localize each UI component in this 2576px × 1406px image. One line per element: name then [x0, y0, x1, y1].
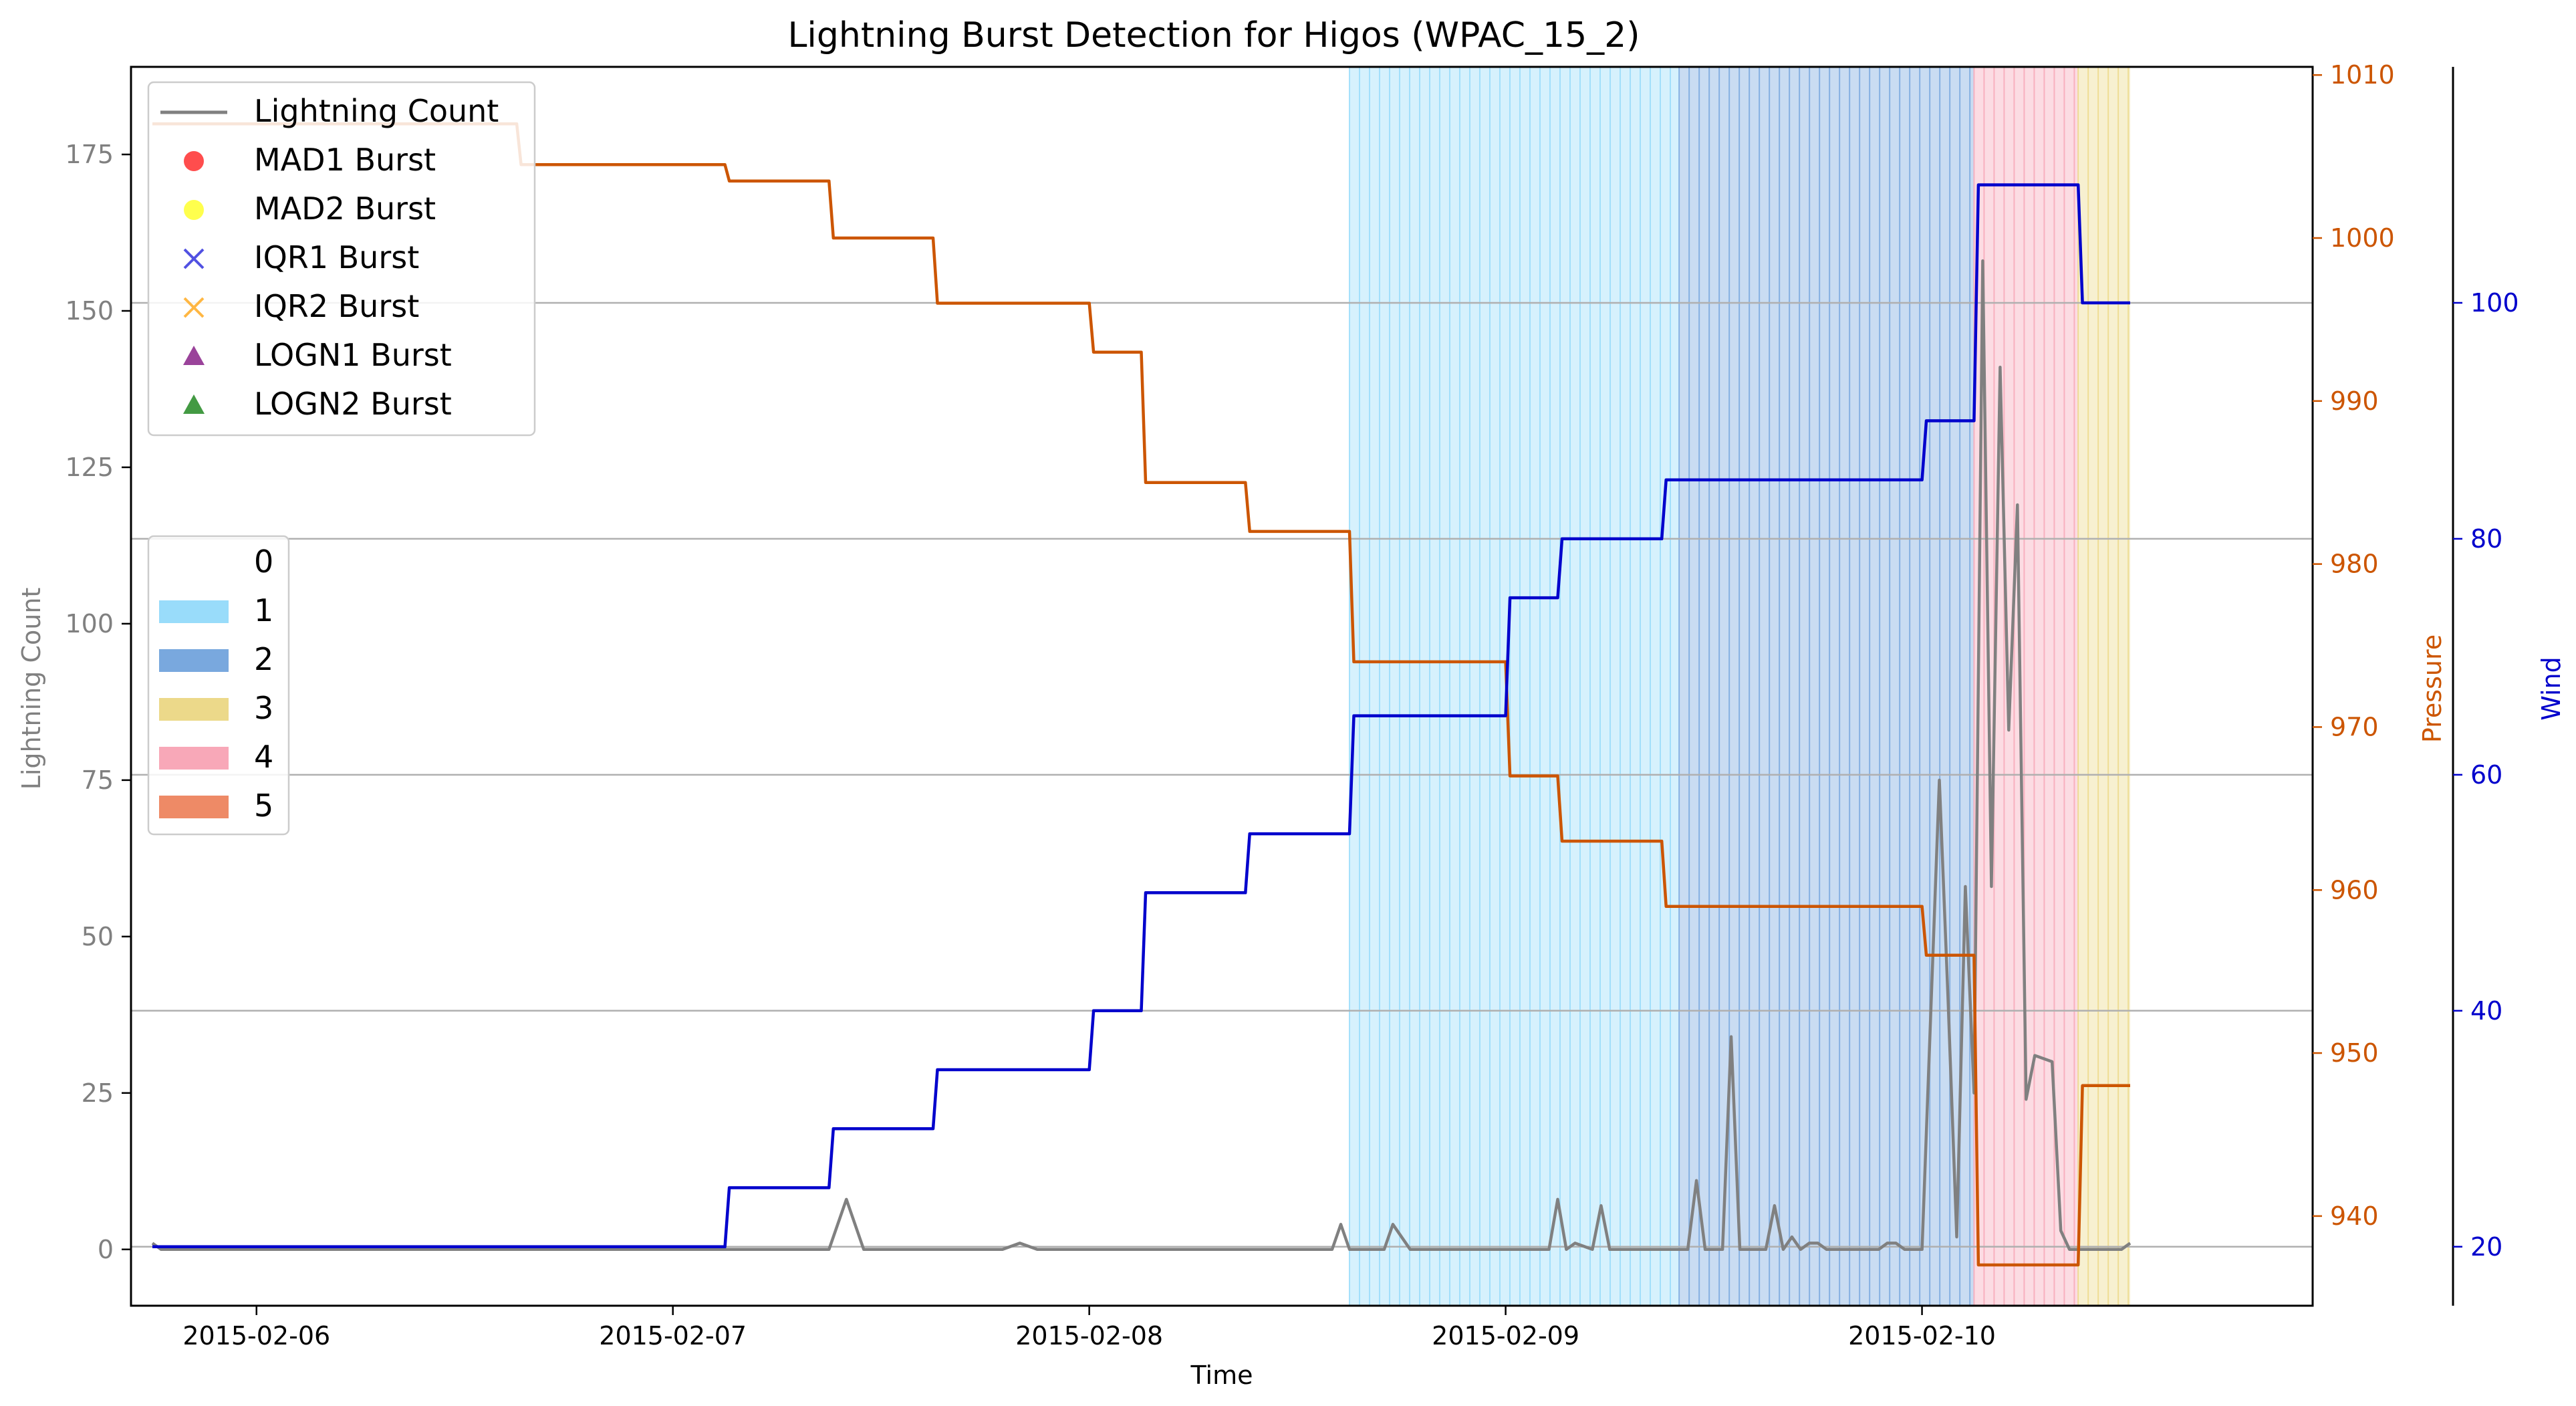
y-tick-label-wind: 80	[2470, 524, 2502, 554]
legend-circle-icon	[184, 151, 204, 171]
legend-category-item: 2	[159, 641, 273, 677]
legend-category-item: 0	[254, 544, 273, 580]
series-lines	[151, 122, 2132, 1267]
y-tick-label-pressure: 960	[2330, 875, 2379, 905]
legend-label: LOGN1 Burst	[254, 337, 452, 373]
category-band-2	[1678, 67, 1974, 1306]
legend-swatch	[159, 747, 229, 770]
y-tick-label-wind: 20	[2470, 1232, 2502, 1262]
y-tick-label-wind: 40	[2470, 996, 2502, 1026]
legend-category-label: 4	[254, 739, 273, 775]
legend-series-box	[147, 81, 536, 437]
legend-label: MAD1 Burst	[254, 142, 436, 178]
category-bands	[1348, 67, 2131, 1306]
y-tick-label-wind: 60	[2470, 760, 2502, 790]
y-tick-label-pressure: 940	[2330, 1201, 2379, 1231]
legend-x-icon	[183, 248, 205, 269]
legend-circle-icon	[184, 200, 204, 220]
y-tick-label-pressure: 950	[2330, 1038, 2379, 1068]
y-tick-label-lightning: 50	[82, 922, 114, 951]
legend-label: LOGN2 Burst	[254, 386, 452, 422]
y-tick-label-pressure: 990	[2330, 386, 2379, 416]
legend-label: IQR2 Burst	[254, 288, 419, 324]
plot-frame	[130, 66, 2314, 1307]
legend-category-label: 1	[254, 592, 273, 628]
legend-triangle-icon	[183, 394, 205, 414]
legend-swatch	[159, 649, 229, 672]
axes: 0255075100125150175940950960970980990100…	[65, 60, 2519, 1351]
y-axis-label-lightning: Lightning Count	[17, 588, 46, 790]
legend-item: Lightning Count	[160, 93, 499, 129]
series-line-pressure	[152, 122, 2130, 1267]
series-line-wind	[152, 183, 2130, 1249]
x-tick-label: 2015-02-07	[599, 1321, 747, 1351]
y-tick-label-pressure: 970	[2330, 712, 2379, 741]
category-band-3	[2077, 67, 2131, 1306]
legend-x-icon	[183, 297, 205, 318]
x-tick-label: 2015-02-10	[1848, 1321, 1996, 1351]
legend-item: IQR2 Burst	[183, 288, 419, 324]
legend-category-item: 4	[159, 739, 273, 775]
legend-item: LOGN2 Burst	[183, 386, 452, 422]
y-tick-label-pressure: 1010	[2330, 60, 2395, 90]
y-tick-label-pressure: 980	[2330, 550, 2379, 579]
y-tick-label-lightning: 100	[65, 609, 114, 638]
legend-category-item: 5	[159, 788, 273, 824]
legend-category-label: 2	[254, 641, 273, 677]
y-axis-label-wind: Wind	[2537, 657, 2566, 721]
y-tick-label-lightning: 0	[98, 1235, 114, 1264]
y-tick-label-lightning: 125	[65, 453, 114, 482]
legend-swatch	[159, 796, 229, 818]
legend-item: LOGN1 Burst	[183, 337, 452, 373]
legend-item: MAD2 Burst	[184, 191, 436, 227]
legend-label: MAD2 Burst	[254, 191, 436, 227]
legend-triangle-icon	[183, 346, 205, 365]
category-band-1	[1348, 67, 1680, 1306]
category-band-fill	[1349, 67, 1680, 1306]
y-axis-label-pressure: Pressure	[2418, 634, 2447, 743]
legend-category-item: 1	[159, 592, 273, 628]
y-tick-label-lightning: 75	[82, 766, 114, 795]
legend-category-item: 3	[159, 690, 273, 726]
chart-title: Lightning Burst Detection for Higos (WPA…	[787, 15, 1640, 55]
legend-category-label: 3	[254, 690, 273, 726]
category-band-fill	[2078, 67, 2131, 1306]
legend-label: IQR1 Burst	[254, 239, 419, 275]
x-axis-label: Time	[1190, 1361, 1253, 1390]
y-tick-label-lightning: 175	[65, 140, 114, 169]
x-tick-label: 2015-02-06	[182, 1321, 330, 1351]
legend-categories: 0 1 2 3 4 5	[147, 535, 290, 836]
series-line-lightning-count	[151, 259, 2132, 1252]
legend-item: IQR1 Burst	[183, 239, 419, 275]
x-tick-label: 2015-02-09	[1432, 1321, 1579, 1351]
legend-category-label: 0	[254, 544, 273, 580]
y-tick-label-lightning: 25	[82, 1078, 114, 1108]
y-tick-label-pressure: 1000	[2330, 223, 2395, 253]
y-tick-label-lightning: 150	[65, 296, 114, 326]
x-tick-label: 2015-02-08	[1015, 1321, 1163, 1351]
legend-item: MAD1 Burst	[184, 142, 436, 178]
legend-series: Lightning Count MAD1 Burst MAD2 Burst IQR1 …	[147, 81, 536, 437]
legend-swatch	[159, 698, 229, 721]
legend-label: Lightning Count	[254, 93, 499, 129]
legend-category-label: 5	[254, 788, 273, 824]
y-tick-label-wind: 100	[2470, 288, 2519, 318]
legend-swatch	[159, 600, 229, 623]
